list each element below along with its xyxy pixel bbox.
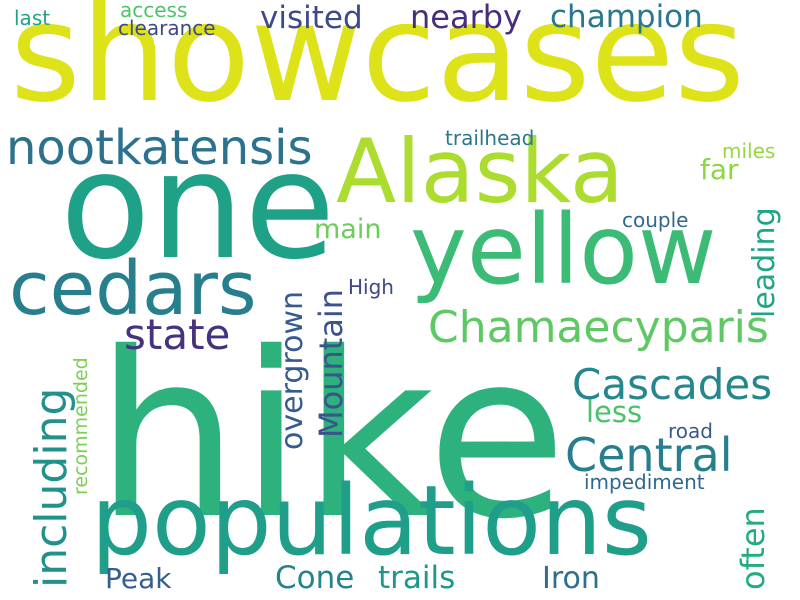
word-often: often <box>734 507 772 590</box>
word-hike: hike <box>95 303 568 569</box>
word-central: Central <box>565 428 733 482</box>
word-champion: champion <box>550 0 703 35</box>
word-nearby: nearby <box>410 0 522 36</box>
word-one: one <box>60 120 336 292</box>
word-chamaecyparis: Chamaecyparis <box>428 302 769 353</box>
word-cone: Cone <box>275 560 355 596</box>
word-peak: Peak <box>105 562 172 595</box>
word-state: state <box>124 310 231 359</box>
word-miles: miles <box>722 139 776 163</box>
word-trails: trails <box>378 560 456 596</box>
word-iron: Iron <box>542 561 600 596</box>
word-less: less <box>586 395 643 429</box>
word-yellow: yellow <box>410 194 717 306</box>
word-impediment: impediment <box>584 470 705 494</box>
word-mountain: Mountain <box>312 288 350 438</box>
word-leading: leading <box>747 207 782 318</box>
word-cedars: cedars <box>9 246 257 332</box>
word-clearance: clearance <box>118 16 216 40</box>
word-access: access <box>120 0 188 22</box>
word-overgrown: overgrown <box>275 291 310 450</box>
word-nootkatensis: nootkatensis <box>6 120 313 176</box>
word-trailhead: trailhead <box>445 126 535 150</box>
word-far: far <box>700 153 739 186</box>
word-couple: couple <box>622 208 689 232</box>
word-high: High <box>348 275 394 299</box>
word-visited: visited <box>260 0 363 36</box>
word-cascades: Cascades <box>572 360 773 409</box>
word-alaska: Alaska <box>336 120 624 223</box>
word-last: last <box>14 6 51 30</box>
word-recommended: recommended <box>70 357 92 495</box>
word-road: road <box>668 419 713 443</box>
word-including: including <box>26 387 77 588</box>
word-showcases: showcases <box>10 0 745 133</box>
word-main: main <box>314 214 382 245</box>
word-populations: populations <box>91 465 652 577</box>
